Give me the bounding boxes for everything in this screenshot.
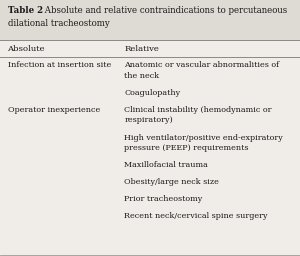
Text: Absolute: Absolute: [8, 45, 45, 52]
Text: pressure (PEEP) requirements: pressure (PEEP) requirements: [124, 144, 249, 152]
Text: Recent neck/cervical spine surgery: Recent neck/cervical spine surgery: [124, 212, 268, 220]
Text: Prior tracheostomy: Prior tracheostomy: [124, 195, 203, 203]
Bar: [0, 0, 300, 40]
Text: dilational tracheostomy: dilational tracheostomy: [8, 19, 109, 28]
Text: the neck: the neck: [124, 72, 160, 80]
Text: Coagulopathy: Coagulopathy: [124, 89, 181, 97]
Text: Maxillofacial trauma: Maxillofacial trauma: [124, 161, 208, 169]
Text: Operator inexperience: Operator inexperience: [8, 106, 100, 114]
Text: respiratory): respiratory): [124, 116, 173, 124]
Text: Obesity/large neck size: Obesity/large neck size: [124, 178, 219, 186]
Text: Relative: Relative: [124, 45, 159, 52]
Text: Table 2: Table 2: [8, 6, 43, 15]
Text: Absolute and relative contraindications to percutaneous: Absolute and relative contraindications …: [42, 6, 287, 15]
Text: Infection at insertion site: Infection at insertion site: [8, 61, 111, 69]
Text: High ventilator/positive end-expiratory: High ventilator/positive end-expiratory: [124, 134, 283, 142]
Text: Anatomic or vascular abnormalities of: Anatomic or vascular abnormalities of: [124, 61, 280, 69]
Text: Clinical instability (hemodynamic or: Clinical instability (hemodynamic or: [124, 106, 272, 114]
